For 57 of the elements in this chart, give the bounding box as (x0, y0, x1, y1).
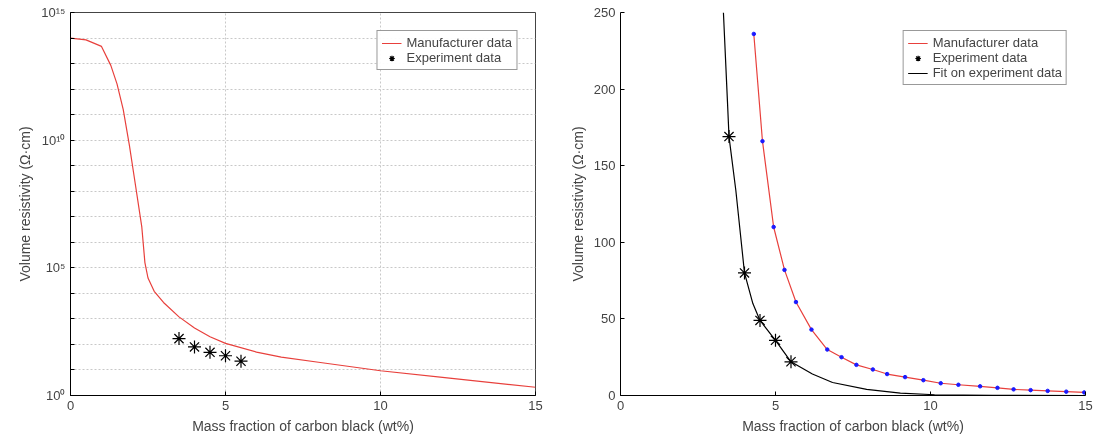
point (721, 129, 737, 144)
legend-label: Experiment data (406, 50, 502, 65)
y-tick-label: 10⁰ (46, 388, 66, 403)
point (752, 313, 768, 328)
point (782, 267, 787, 273)
point (171, 331, 187, 346)
point (768, 333, 783, 348)
x-tick-label: 5 (771, 397, 780, 413)
legend-label: Manufacturer data (406, 35, 512, 50)
point (839, 354, 844, 360)
y-tick-label: 50 (601, 311, 616, 327)
x-tick-label: 10 (923, 397, 938, 413)
point (751, 31, 757, 37)
point (884, 371, 890, 377)
x-tick-label: 15 (1078, 397, 1093, 413)
point (956, 382, 961, 388)
point (1011, 387, 1016, 392)
legend-label: Fit on experiment data (932, 65, 1062, 80)
point (921, 377, 926, 383)
y-tick-label: 10¹⁵ (41, 5, 66, 20)
point (809, 327, 814, 332)
point (771, 224, 776, 230)
y-tick-label: 200 (593, 81, 616, 97)
point (825, 347, 830, 352)
x-tick-label: 5 (221, 397, 230, 413)
y-axis-title: Volume resistivity (Ω·cm) (569, 126, 586, 282)
point (793, 299, 799, 305)
point (938, 381, 943, 386)
legend-label: Manufacturer data (932, 35, 1039, 50)
x-axis-title: Mass fraction of carbon black (wt%) (742, 417, 964, 434)
x-tick-label: 15 (528, 397, 543, 413)
x-axis-title: Mass fraction of carbon black (wt%) (192, 417, 414, 434)
y-tick-label: 150 (593, 158, 616, 174)
point (737, 265, 752, 281)
point (1028, 387, 1033, 393)
point (1082, 390, 1086, 395)
point (870, 367, 876, 372)
point (783, 354, 799, 369)
y-tick-label: 10¹⁰ (41, 132, 66, 148)
point (760, 138, 765, 144)
point (1045, 388, 1050, 394)
point (902, 374, 908, 380)
point (977, 384, 983, 389)
legend-label: Experiment data (932, 50, 1028, 65)
x-tick-label: 10 (373, 397, 388, 413)
point (202, 345, 218, 360)
point (233, 354, 249, 369)
point (995, 385, 1000, 391)
y-tick-label: 250 (593, 5, 616, 20)
point (187, 339, 202, 355)
y-tick-label: 10⁵ (45, 260, 66, 276)
point (854, 362, 859, 368)
line-series (70, 37, 536, 388)
y-axis-title: Volume resistivity (Ω·cm) (17, 126, 34, 282)
point (1064, 389, 1069, 394)
point (218, 348, 233, 363)
y-tick-label: 100 (593, 234, 616, 250)
